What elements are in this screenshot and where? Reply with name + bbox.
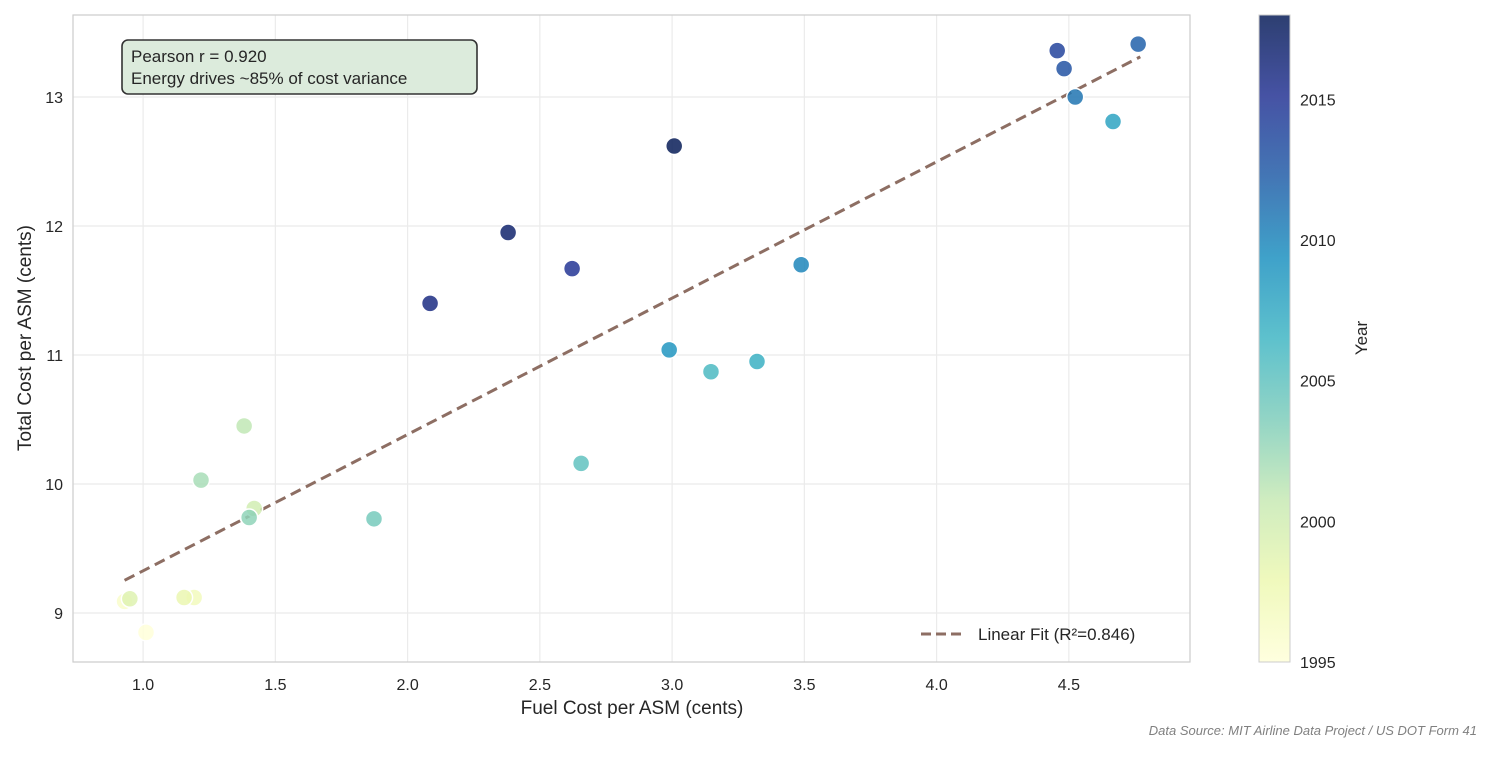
x-tick-label: 4.5 [1058,677,1080,694]
x-tick-label: 2.5 [529,677,551,694]
colorbar-tick-label: 2015 [1300,92,1336,109]
x-tick-labels: 1.0 1.5 2.0 2.5 3.0 3.5 4.0 4.5 [132,677,1080,694]
y-tick-label: 9 [54,606,63,623]
x-tick-label: 2.0 [396,677,418,694]
data-point [562,259,582,278]
grid-lines [73,15,1190,662]
data-point [234,416,254,436]
data-point [659,340,679,360]
data-point [239,508,259,527]
y-tick-labels: 9 10 11 12 13 [45,90,63,623]
data-point [1054,59,1074,78]
x-tick-label: 1.0 [132,677,154,694]
colorbar-label: Year [1352,320,1371,355]
data-point [1128,34,1148,54]
data-point [420,294,440,313]
data-point [571,454,591,473]
fit-line-group [123,55,1141,582]
x-tick-label: 3.0 [661,677,683,694]
data-point [1065,87,1085,107]
legend-fit-label: Linear Fit (R²=0.846) [978,625,1135,644]
annotation-line-2: Energy drives ~85% of cost variance [131,69,407,88]
data-point [191,470,211,490]
colorbar [1258,14,1291,663]
data-point [136,623,156,642]
data-point [791,255,811,274]
x-tick-label: 1.5 [264,677,286,694]
legend: Linear Fit (R²=0.846) [921,625,1135,644]
data-point [498,223,518,242]
colorbar-tick-label: 1995 [1300,655,1336,672]
data-point [364,509,384,529]
data-point [664,136,684,156]
y-tick-label: 12 [45,219,63,236]
x-axis-label: Fuel Cost per ASM (cents) [521,698,744,719]
data-source-note: Data Source: MIT Airline Data Project / … [1149,723,1477,738]
plot-frame [72,14,1191,663]
y-tick-label: 10 [45,477,63,494]
y-axis-label: Total Cost per ASM (cents) [15,225,36,451]
x-tick-label: 4.0 [925,677,947,694]
data-point [174,588,194,607]
colorbar-ticks: 1995 2000 2005 2010 2015 [1300,92,1336,672]
annotation-line-1: Pearson r = 0.920 [131,47,267,66]
linear-fit-line [123,55,1141,582]
y-tick-label: 11 [46,348,63,365]
annotation-box: Pearson r = 0.920 Energy drives ~85% of … [121,39,478,95]
data-point [1103,112,1123,131]
data-point [120,589,140,609]
colorbar-tick-label: 2005 [1300,374,1336,391]
data-point [701,362,721,382]
data-points [115,34,1148,642]
data-point [1047,41,1067,60]
y-tick-label: 13 [45,90,63,107]
colorbar-tick-label: 2000 [1300,514,1336,531]
x-tick-label: 3.5 [793,677,815,694]
data-point [747,352,767,371]
colorbar-tick-label: 2010 [1300,233,1336,250]
